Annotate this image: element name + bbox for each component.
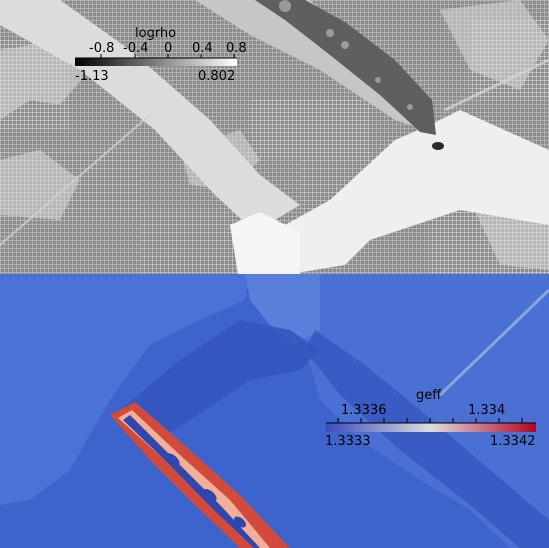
density-dark-filament (255, 0, 436, 135)
colorbar-logrho-tick-label: 0.4 (192, 41, 213, 56)
colorbar-logrho-tick-label: -0.8 (89, 41, 115, 56)
geff-panel (0, 274, 549, 548)
colorbar-geff-max-label: 1.3342 (490, 434, 536, 449)
colorbar-geff-tick-label: 1.3336 (341, 403, 387, 418)
colorbar-geff-tick-label: 1.334 (468, 403, 506, 418)
colorbar-logrho-max-label: 0.802 (198, 69, 236, 84)
colorbar-geff-title: geff (416, 388, 442, 403)
colorbar-logrho-tick-label: -0.4 (123, 41, 149, 56)
density-bright-band-lower (240, 110, 549, 274)
geff-dark-band-right (305, 330, 549, 548)
colorbar-logrho-ramp (75, 58, 237, 66)
colorbar-geff-ramp (326, 423, 536, 432)
geff-thin-streak (438, 288, 549, 397)
colorbar-logrho (75, 54, 237, 66)
density-filament-knots (279, 0, 413, 110)
geff-zone-left (0, 274, 250, 505)
colorbar-logrho-tick-label: 0 (164, 41, 173, 56)
density-panel (0, 0, 549, 274)
colorbar-logrho-ticks (100, 54, 235, 58)
colorbar-geff-min-label: 1.3333 (325, 434, 371, 449)
density-vortex-core (432, 142, 444, 150)
density-bright-band-upper-right (195, 0, 425, 130)
colorbar-logrho-title: logrho (135, 26, 177, 41)
geff-zone-center (245, 274, 320, 345)
colorbar-logrho-tick-label: 0.8 (226, 41, 247, 56)
colorbar-geff-ticks (337, 418, 523, 423)
density-blob (230, 212, 300, 274)
geff-dark-band (120, 320, 320, 445)
colorbar-logrho-min-label: -1.13 (75, 69, 109, 84)
colorbar-geff (326, 418, 536, 432)
density-thin-shock-right (444, 58, 549, 112)
density-thin-shock-left (0, 114, 151, 246)
geff-red-filament (110, 402, 290, 548)
